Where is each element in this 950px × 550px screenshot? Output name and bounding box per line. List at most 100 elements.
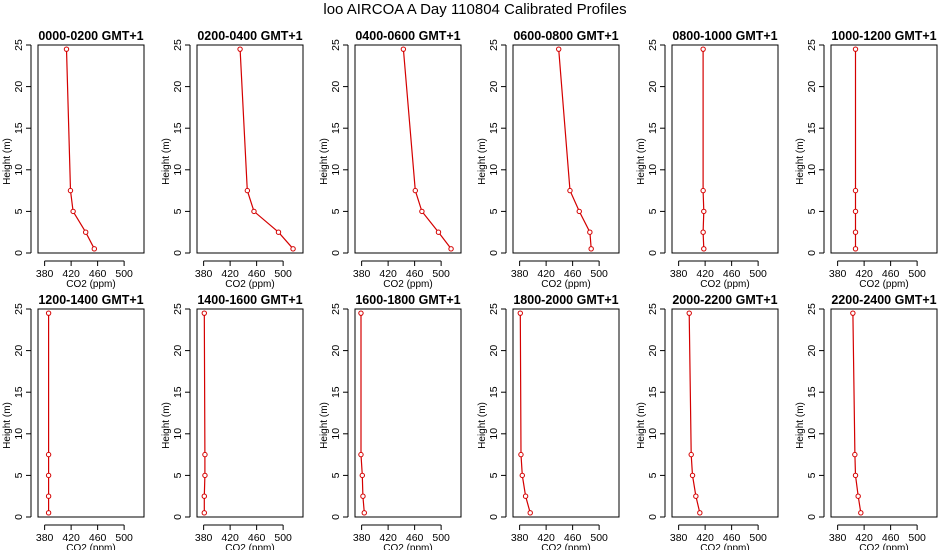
y-tick-label: 15 — [647, 122, 659, 134]
profile-point — [693, 493, 699, 499]
panel-title: 1400-1600 GMT+1 — [197, 293, 302, 307]
y-tick-label: 20 — [488, 81, 500, 93]
plot-frame — [196, 44, 304, 254]
panel-title: 1200-1400 GMT+1 — [38, 293, 143, 307]
panel-title: 0600-0800 GMT+1 — [513, 29, 618, 43]
x-axis-label: CO2 (ppm) — [383, 543, 432, 550]
y-tick-label: 5 — [330, 472, 342, 478]
x-tick-label: 460 — [723, 532, 741, 544]
profile-point — [852, 229, 859, 235]
x-tick-label: 460 — [248, 532, 266, 544]
profile-point — [588, 246, 594, 252]
x-tick-label: 500 — [908, 532, 926, 544]
x-tick-label: 420 — [855, 268, 873, 280]
profile-point — [435, 229, 442, 235]
y-tick-label: 15 — [647, 386, 659, 398]
plot-frame — [37, 44, 145, 254]
profile-point — [358, 310, 364, 316]
x-tick-label: 460 — [248, 268, 266, 280]
x-tick-label: 380 — [353, 532, 371, 544]
profile-point — [688, 451, 694, 458]
y-tick-label: 20 — [330, 81, 342, 93]
y-tick-label: 10 — [806, 428, 818, 440]
profile-line — [203, 313, 206, 513]
profile-point — [63, 46, 70, 52]
x-tick-label: 420 — [537, 268, 555, 280]
x-axis-label: CO2 (ppm) — [700, 543, 749, 550]
x-tick-label: 420 — [696, 532, 714, 544]
panel-title: 0200-0400 GMT+1 — [197, 29, 302, 43]
y-tick-label: 5 — [488, 208, 500, 214]
profile-point — [700, 46, 706, 52]
profile-point — [251, 208, 257, 215]
y-tick-label: 5 — [806, 472, 818, 478]
x-tick-label: 380 — [511, 268, 529, 280]
profile-point — [83, 229, 89, 235]
x-axis-label: CO2 (ppm) — [383, 279, 432, 290]
profile-point — [852, 208, 859, 215]
profile-point — [517, 310, 523, 316]
y-axis-label: Height (m) — [161, 402, 172, 449]
y-tick-label: 10 — [647, 428, 659, 440]
plot-frame — [830, 44, 938, 254]
x-tick-label: 420 — [696, 268, 714, 280]
profile-point — [587, 229, 593, 235]
profile-point — [567, 187, 573, 194]
profile-point — [45, 510, 52, 516]
profile-point — [358, 451, 364, 458]
x-axis-label: CO2 (ppm) — [66, 543, 115, 550]
y-tick-label: 5 — [647, 472, 659, 478]
y-tick-label: 0 — [172, 250, 184, 256]
y-tick-label: 20 — [806, 81, 818, 93]
profile-point — [201, 510, 207, 516]
profile-line — [852, 313, 862, 513]
x-tick-label: 500 — [115, 268, 133, 280]
plot-frame — [830, 308, 938, 518]
y-axis-label: Height (m) — [477, 402, 488, 449]
profile-point — [852, 451, 858, 458]
y-tick-label: 5 — [647, 208, 659, 214]
y-tick-label: 0 — [13, 250, 25, 256]
x-axis-label: CO2 (ppm) — [66, 279, 115, 290]
profile-point — [45, 451, 52, 458]
profile-point — [850, 310, 856, 316]
y-tick-label: 5 — [13, 208, 25, 214]
y-axis-label: Height (m) — [795, 402, 806, 449]
x-tick-label: 500 — [590, 268, 608, 280]
profile-point — [858, 510, 864, 516]
profile-point — [852, 472, 859, 479]
y-tick-label: 20 — [647, 345, 659, 357]
y-axis-label: Height (m) — [636, 138, 647, 185]
x-tick-label: 380 — [670, 532, 688, 544]
y-tick-label: 10 — [647, 164, 659, 176]
y-tick-label: 25 — [13, 39, 25, 51]
panel-title: 0400-0600 GMT+1 — [355, 29, 460, 43]
profile-point — [701, 246, 707, 252]
y-tick-label: 5 — [330, 208, 342, 214]
profile-point — [237, 46, 243, 52]
y-tick-label: 0 — [647, 250, 659, 256]
plot-frame — [512, 308, 620, 518]
x-tick-label: 500 — [274, 532, 292, 544]
y-tick-label: 0 — [806, 514, 818, 520]
profile-point — [45, 472, 52, 479]
y-axis-label: Height (m) — [795, 138, 806, 185]
y-tick-label: 15 — [13, 122, 25, 134]
profile-point — [45, 493, 52, 499]
x-tick-label: 420 — [855, 532, 873, 544]
panel-title: 2200-2400 GMT+1 — [831, 293, 936, 307]
profile-point — [689, 472, 696, 479]
x-tick-label: 500 — [749, 532, 767, 544]
x-tick-label: 460 — [564, 532, 582, 544]
profile-point — [419, 208, 425, 215]
profile-point — [700, 187, 706, 194]
profile-line — [239, 49, 294, 250]
x-tick-label: 380 — [36, 268, 54, 280]
y-tick-label: 20 — [172, 81, 184, 93]
x-axis-label: CO2 (ppm) — [859, 279, 908, 290]
y-tick-label: 10 — [806, 164, 818, 176]
profile-point — [852, 187, 859, 194]
y-axis-label: Height (m) — [161, 138, 172, 185]
y-tick-label: 5 — [806, 208, 818, 214]
y-tick-label: 10 — [13, 428, 25, 440]
